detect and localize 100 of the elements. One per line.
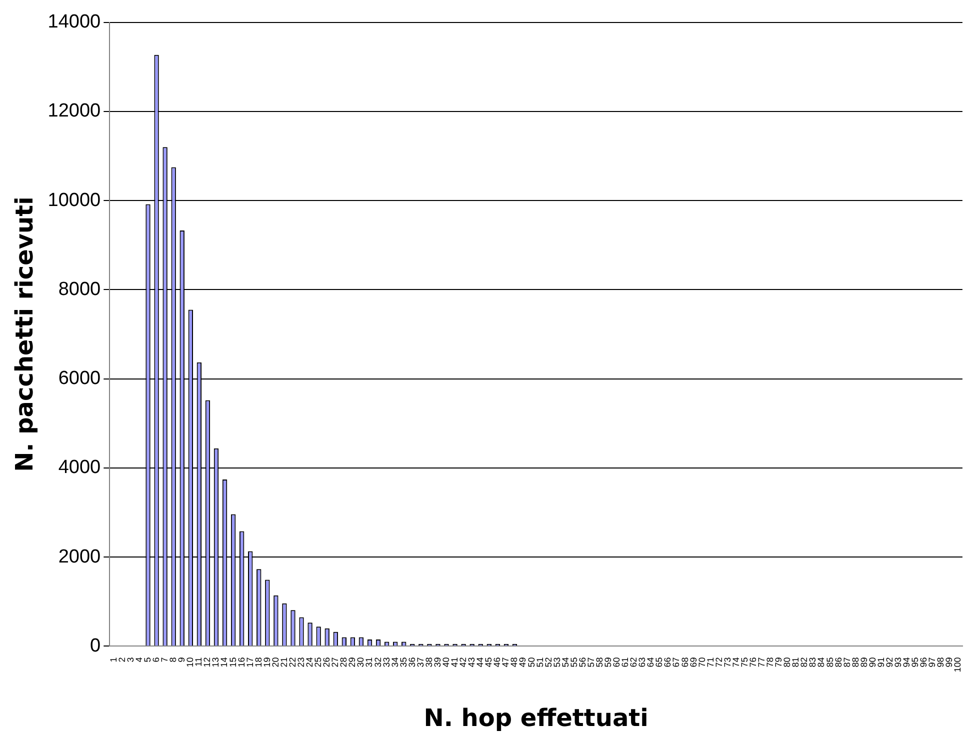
x-tick-label: 47: [500, 657, 511, 668]
x-tick-label: 21: [278, 657, 289, 668]
x-tick-label: 1: [108, 657, 118, 662]
x-tick-label: 43: [466, 657, 477, 668]
y-tick-label: 12000: [48, 100, 101, 122]
x-tick-label: 57: [586, 657, 596, 668]
x-tick-label: 89: [858, 657, 869, 668]
x-tick-label: 56: [577, 657, 588, 668]
x-tick-label: 41: [450, 657, 460, 668]
x-tick-label: 61: [620, 657, 630, 668]
x-tick-label: 24: [304, 657, 315, 668]
x-tick-label: 82: [799, 657, 810, 668]
x-tick-label: 66: [662, 657, 673, 668]
x-tick-label: 76: [748, 657, 758, 668]
y-tick-label: 8000: [58, 278, 101, 300]
x-tick-label: 35: [398, 657, 408, 668]
x-tick-label: 83: [808, 657, 818, 668]
x-tick-label: 68: [680, 657, 690, 668]
x-tick-label: 48: [509, 657, 520, 668]
x-tick-label: 2: [116, 657, 127, 662]
x-tick-label: 28: [338, 657, 349, 668]
x-tick-label: 88: [850, 657, 860, 668]
x-tick-label: 91: [876, 657, 886, 668]
x-tick-label: 58: [594, 657, 604, 668]
x-tick-label: 74: [730, 657, 741, 668]
x-tick-label: 94: [902, 657, 912, 668]
x-tick-label: 15: [228, 657, 238, 668]
x-tick-label: 54: [560, 657, 570, 668]
x-tick-label: 36: [406, 657, 417, 668]
x-tick-label: 87: [842, 657, 852, 668]
x-tick-label: 25: [313, 657, 324, 668]
x-tick-label: 72: [714, 657, 724, 668]
x-tick-label: 71: [705, 657, 716, 668]
y-tick-label: 6000: [58, 368, 101, 390]
y-tick-label: 10000: [48, 190, 101, 211]
x-tick-label: 63: [637, 657, 648, 668]
x-tick-label: 99: [944, 657, 954, 668]
x-tick-label: 7: [160, 657, 170, 662]
x-tick-label: 46: [492, 657, 502, 668]
x-tick-label: 70: [696, 657, 707, 668]
x-tick-label: 40: [440, 657, 451, 668]
y-tick-label: 14000: [48, 12, 101, 33]
x-tick-label: 98: [936, 657, 946, 668]
x-tick-label: 49: [518, 657, 528, 668]
x-tick-label: 53: [552, 657, 562, 668]
x-tick-label: 86: [833, 657, 844, 668]
x-tick-label: 60: [612, 657, 622, 668]
x-tick-label: 30: [356, 657, 366, 668]
x-tick-label: 14: [219, 657, 230, 668]
x-tick-label: 37: [415, 657, 426, 668]
x-tick-label: 84: [816, 657, 826, 668]
x-tick-label: 51: [534, 657, 545, 668]
x-tick-label: 79: [774, 657, 784, 668]
x-tick-label: 73: [722, 657, 732, 668]
x-tick-label: 96: [918, 657, 929, 668]
x-tick-label: 9: [176, 657, 187, 662]
x-tick-label: 93: [892, 657, 903, 668]
x-tick-label: 78: [765, 657, 776, 668]
x-tick-label: 75: [739, 657, 750, 668]
x-tick-label: 10: [185, 657, 196, 668]
x-tick-label: 8: [168, 657, 178, 662]
x-tick-label: 18: [253, 657, 264, 668]
x-tick-label: 77: [756, 657, 767, 668]
x-tick-label: 64: [646, 657, 656, 668]
x-tick-label: 97: [927, 657, 938, 668]
y-axis-title: N. pacchetti ricevuti: [10, 196, 39, 472]
x-tick-label: 12: [202, 657, 212, 668]
x-tick-label: 59: [603, 657, 614, 668]
x-tick-label: 45: [484, 657, 494, 668]
x-tick-label: 90: [867, 657, 878, 668]
y-tick-label: 0: [90, 635, 101, 656]
x-tick-label: 44: [475, 657, 486, 668]
x-tick-label: 67: [671, 657, 682, 668]
x-tick-label: 16: [236, 657, 246, 668]
x-tick-label: 81: [790, 657, 801, 668]
x-tick-label: 5: [142, 657, 152, 662]
y-tick-label: 4000: [58, 457, 101, 478]
x-tick-label: 6: [151, 657, 162, 662]
x-tick-label: 31: [364, 657, 374, 668]
x-tick-label: 17: [244, 657, 255, 668]
x-tick-label: 26: [322, 657, 332, 668]
x-tick-label: 50: [526, 657, 536, 668]
x-tick-label: 92: [884, 657, 894, 668]
x-tick-label: 13: [210, 657, 221, 668]
x-tick-label: 69: [688, 657, 698, 668]
x-tick-label: 27: [330, 657, 340, 668]
x-tick-label: 39: [432, 657, 442, 668]
x-tick-label: 100: [952, 657, 963, 672]
x-tick-label: 85: [824, 657, 835, 668]
x-tick-label: 34: [390, 657, 400, 668]
x-tick-label: 23: [296, 657, 306, 668]
x-tick-label: 33: [381, 657, 392, 668]
x-tick-label: 42: [458, 657, 468, 668]
x-tick-label: 3: [125, 657, 136, 662]
x-tick-label: 29: [347, 657, 358, 668]
x-tick-label: 22: [287, 657, 298, 668]
x-axis-title: N. hop effettuati: [424, 704, 648, 732]
x-tick-label: 19: [262, 657, 272, 668]
y-tick-label: 2000: [58, 546, 101, 568]
x-tick-label: 52: [543, 657, 554, 668]
